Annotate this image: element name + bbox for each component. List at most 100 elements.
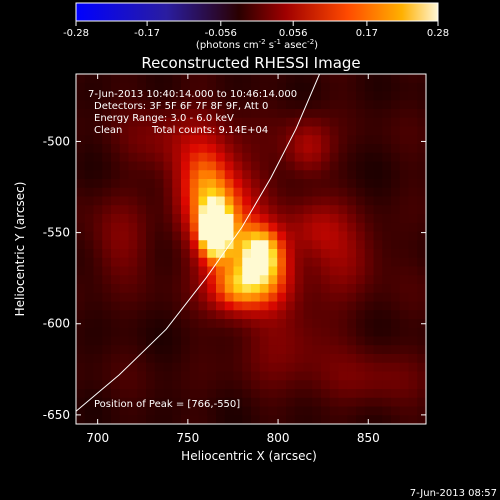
solar-limb-line xyxy=(76,74,321,412)
heatmap-cell xyxy=(128,362,138,372)
heatmap-cell xyxy=(417,126,426,136)
heatmap-cell xyxy=(347,275,357,285)
heatmap-cell xyxy=(172,196,182,206)
heatmap-cell xyxy=(111,275,121,285)
heatmap-cell xyxy=(216,170,226,180)
heatmap-cell xyxy=(163,292,173,302)
heatmap-cell xyxy=(417,100,426,110)
heatmap-cell xyxy=(408,310,418,320)
heatmap-cell xyxy=(294,135,304,145)
heatmap-cell xyxy=(399,91,409,101)
heatmap-cell xyxy=(286,415,296,424)
heatmap-cell xyxy=(312,152,322,162)
heatmap-cell xyxy=(137,389,147,399)
heatmap-cell xyxy=(391,196,401,206)
heatmap-cell xyxy=(198,257,208,267)
heatmap-cell xyxy=(93,187,103,197)
heatmap-cell xyxy=(268,301,278,311)
heatmap-cell xyxy=(373,406,383,416)
heatmap-cell xyxy=(111,179,121,189)
heatmap-cell xyxy=(399,301,409,311)
heatmap-cell xyxy=(338,345,348,355)
heatmap-cell xyxy=(163,170,173,180)
heatmap-cell xyxy=(373,257,383,267)
heatmap-cell xyxy=(76,345,86,355)
colorbar-tick-label: -0.056 xyxy=(205,28,237,39)
heatmap-cell xyxy=(329,397,339,407)
heatmap-cell xyxy=(347,380,357,390)
heatmap-cell xyxy=(329,91,339,101)
heatmap-cell xyxy=(119,371,129,381)
heatmap-cell xyxy=(216,397,226,407)
heatmap-cell xyxy=(207,362,217,372)
heatmap-cell xyxy=(119,109,129,119)
heatmap-cell xyxy=(277,205,287,215)
heatmap-cell xyxy=(224,327,234,337)
heatmap-cell xyxy=(277,240,287,250)
heatmap-cell xyxy=(242,345,252,355)
heatmap-cell xyxy=(76,161,86,171)
heatmap-cell xyxy=(119,249,129,259)
heatmap-cell xyxy=(84,135,94,145)
heatmap-cell xyxy=(373,82,383,92)
heatmap-cell xyxy=(146,380,156,390)
heatmap-cell xyxy=(408,231,418,241)
heatmap-cell xyxy=(146,249,156,259)
heatmap-cell xyxy=(181,292,191,302)
heatmap-cell xyxy=(119,135,129,145)
heatmap-cell xyxy=(128,100,138,110)
heatmap-cell xyxy=(119,301,129,311)
heatmap-cell xyxy=(268,179,278,189)
heatmap-cell xyxy=(76,301,86,311)
heatmap-cell xyxy=(93,222,103,232)
heatmap-cell xyxy=(321,266,331,276)
annotation-time-range: 7-Jun-2013 10:40:14.000 to 10:46:14.000 xyxy=(88,89,297,100)
heatmap-cell xyxy=(251,362,261,372)
heatmap-cell xyxy=(399,362,409,372)
heatmap-cell xyxy=(259,397,269,407)
heatmap-cell xyxy=(259,327,269,337)
heatmap-cell xyxy=(224,336,234,346)
heatmap-cell xyxy=(163,214,173,224)
heatmap-cell xyxy=(163,284,173,294)
heatmap-cell xyxy=(373,74,383,84)
heatmap-cell xyxy=(93,406,103,416)
heatmap-cell xyxy=(303,170,313,180)
heatmap-cell xyxy=(399,135,409,145)
heatmap-cell xyxy=(356,327,366,337)
heatmap-cell xyxy=(119,117,129,127)
heatmap-cell xyxy=(277,310,287,320)
heatmap-cell xyxy=(373,144,383,154)
heatmap-cell xyxy=(373,179,383,189)
colorbar-tick-label: -0.28 xyxy=(63,28,89,39)
heatmap-cell xyxy=(312,249,322,259)
heatmap-cell xyxy=(233,345,243,355)
heatmap-cell xyxy=(286,310,296,320)
heatmap-cell xyxy=(93,275,103,285)
y-tick-label: -650 xyxy=(43,408,70,422)
heatmap-cell xyxy=(382,380,392,390)
heatmap-cell xyxy=(312,301,322,311)
heatmap-cell xyxy=(119,327,129,337)
heatmap-cell xyxy=(128,389,138,399)
heatmap-cell xyxy=(277,345,287,355)
heatmap-cell xyxy=(408,109,418,119)
colorbar-unit-exp3: -2 xyxy=(307,38,314,46)
heatmap-cell xyxy=(181,380,191,390)
heatmap-cell xyxy=(294,336,304,346)
heatmap-cell xyxy=(137,397,147,407)
heatmap-cell xyxy=(303,231,313,241)
heatmap-cell xyxy=(399,397,409,407)
heatmap-cell xyxy=(207,371,217,381)
heatmap-cell xyxy=(321,117,331,127)
heatmap-cell xyxy=(399,196,409,206)
heatmap-cell xyxy=(356,371,366,381)
heatmap-cell xyxy=(338,240,348,250)
y-tick-label: -600 xyxy=(43,317,70,331)
heatmap-cell xyxy=(207,327,217,337)
heatmap-cell xyxy=(391,249,401,259)
heatmap-cell xyxy=(224,284,234,294)
heatmap-cell xyxy=(111,257,121,267)
heatmap-cell xyxy=(294,91,304,101)
annotation-energy-range: Energy Range: 3.0 - 6.0 keV xyxy=(94,113,234,124)
